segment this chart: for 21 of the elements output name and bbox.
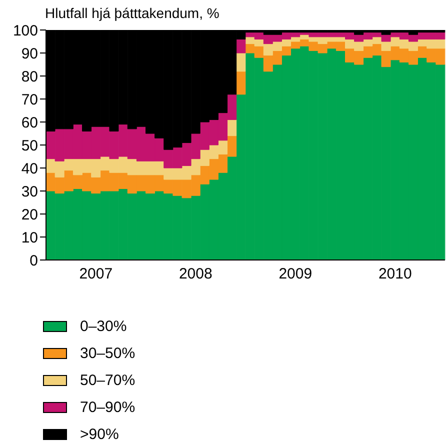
y-axis-title: Hlutfall hjá þátttakendum, % <box>44 4 220 22</box>
legend-label: 30–50% <box>80 345 136 362</box>
x-tick-label: 2009 <box>278 266 312 283</box>
y-tick-label: 50 <box>21 137 38 154</box>
y-tick-label: 30 <box>21 183 38 200</box>
y-tick-label: 70 <box>21 91 38 108</box>
y-tick-label: 100 <box>12 22 38 40</box>
y-tick-label: 10 <box>21 229 38 246</box>
y-tick-label: 20 <box>21 206 38 224</box>
y-tick-label: 60 <box>21 114 38 132</box>
legend-label: >90% <box>80 426 119 443</box>
x-tick-label: 2008 <box>178 266 212 283</box>
y-tick-label: 90 <box>21 45 38 62</box>
legend-label: 70–90% <box>80 399 136 416</box>
y-tick-label: 0 <box>30 252 38 270</box>
legend-label: 50–70% <box>80 372 136 389</box>
y-tick-label: 80 <box>21 68 38 86</box>
y-tick-label: 40 <box>21 160 38 178</box>
x-tick-label: 2007 <box>79 266 113 283</box>
x-tick-label: 2010 <box>378 266 412 283</box>
legend-label: 0–30% <box>80 318 127 335</box>
